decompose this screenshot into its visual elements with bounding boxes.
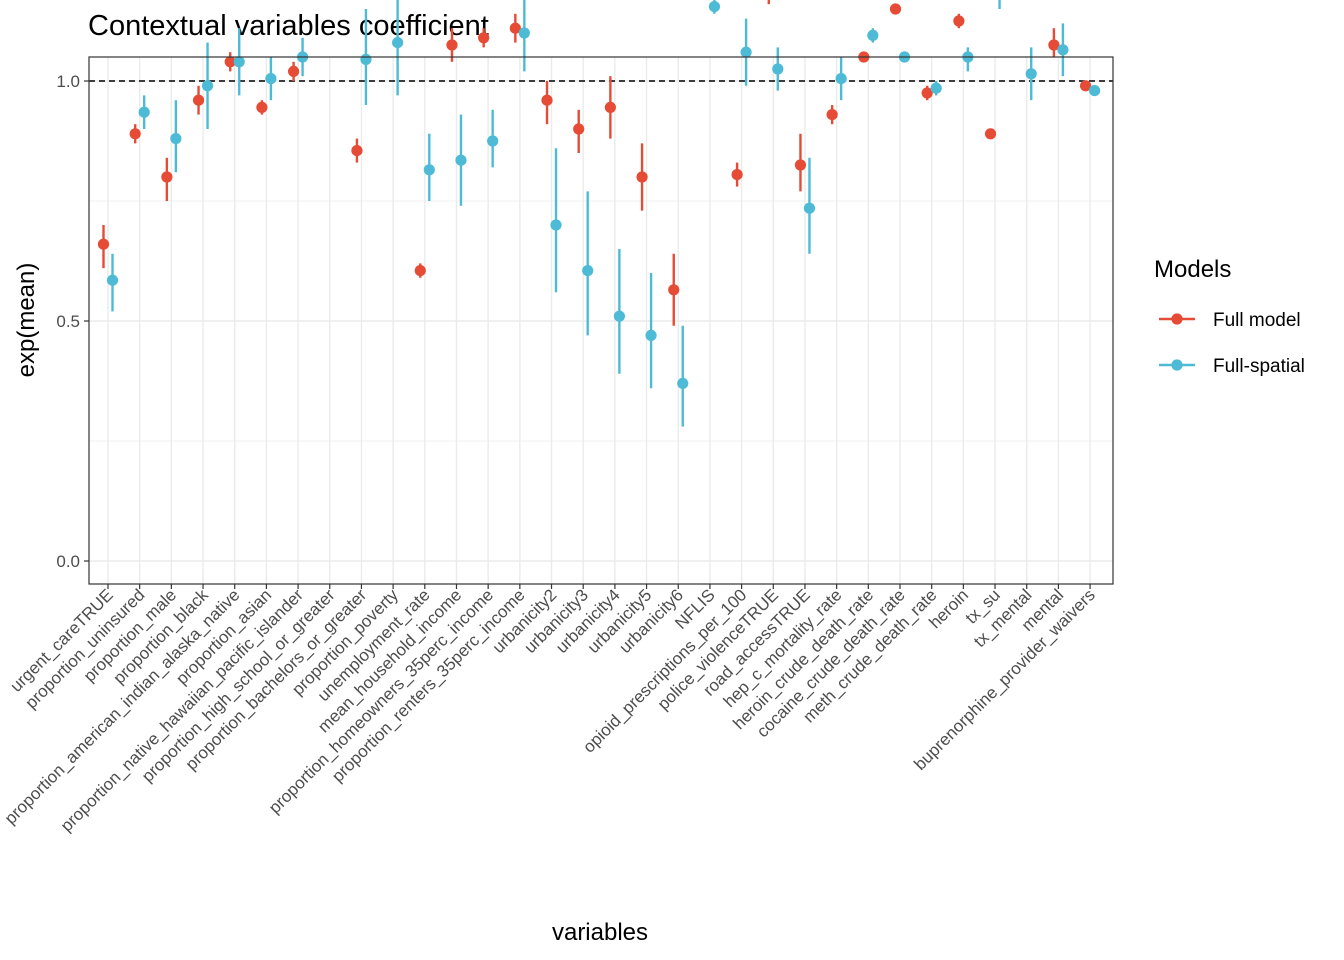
data-point	[731, 169, 743, 181]
legend: Models Full model Full-spatial	[1154, 256, 1305, 377]
data-point	[138, 106, 150, 118]
legend-item-full-model: Full model	[1159, 310, 1301, 331]
data-point	[287, 65, 300, 77]
data-point	[550, 219, 562, 231]
data-point	[106, 274, 119, 286]
data-point	[984, 128, 997, 140]
data-point	[1025, 68, 1037, 80]
y-tick-label: 0.0	[56, 552, 80, 571]
data-point	[161, 171, 173, 183]
data-point	[668, 284, 680, 296]
data-point	[446, 39, 458, 51]
data-point	[921, 87, 933, 99]
grid	[89, 57, 1113, 584]
data-point	[170, 133, 182, 145]
data-point	[740, 46, 752, 58]
data-point	[541, 94, 553, 106]
legend-key-dot	[1171, 313, 1183, 325]
data-point	[867, 29, 879, 41]
data-point	[265, 73, 277, 85]
x-axis-title: variables	[552, 919, 648, 946]
legend-item-full-spatial: Full-spatial	[1159, 356, 1305, 377]
data-point	[423, 164, 435, 176]
y-tick-label: 1.0	[56, 72, 80, 91]
data-point	[455, 154, 467, 166]
data-point	[1088, 85, 1101, 97]
data-point	[803, 202, 816, 214]
data-point	[677, 377, 689, 389]
y-tick-label: 0.5	[56, 312, 80, 331]
data-point	[708, 1, 721, 13]
series-full-model	[97, 0, 1092, 326]
legend-label: Full model	[1213, 310, 1301, 331]
data-point	[201, 80, 214, 92]
y-axis: 0.00.51.01.52.0	[56, 72, 89, 571]
data-point	[129, 128, 141, 140]
data-point	[414, 265, 426, 277]
data-point	[1079, 80, 1092, 92]
data-point	[573, 123, 585, 135]
x-axis: urgent_careTRUEproportion_uninsuredpropo…	[1, 584, 1099, 835]
data-point	[582, 265, 594, 277]
data-point	[233, 56, 245, 68]
y-axis-title: exp(mean)	[13, 263, 40, 378]
data-point	[518, 27, 530, 39]
data-point	[224, 56, 236, 68]
data-point	[97, 238, 110, 250]
data-point	[1048, 39, 1060, 51]
chart-title: Contextual variables coefficient	[88, 10, 489, 42]
data-point	[953, 15, 965, 27]
data-point	[478, 32, 490, 44]
data-point	[889, 3, 902, 15]
data-point	[351, 145, 363, 157]
data-point	[392, 37, 404, 49]
series-full-spatial	[106, 0, 1101, 427]
series	[97, 0, 1101, 427]
data-point	[645, 329, 657, 341]
data-point	[772, 63, 784, 75]
data-point	[487, 135, 499, 147]
data-point	[509, 22, 521, 34]
data-point	[794, 159, 807, 171]
legend-title: Models	[1154, 256, 1231, 283]
data-point	[360, 53, 372, 65]
data-point	[826, 109, 838, 121]
data-point	[930, 82, 942, 94]
data-point	[256, 101, 268, 113]
legend-label: Full-spatial	[1213, 356, 1305, 377]
data-point	[1057, 44, 1069, 56]
data-point	[613, 310, 625, 322]
data-point	[636, 171, 648, 183]
legend-key-dot	[1171, 359, 1183, 371]
data-point	[604, 101, 616, 113]
data-point	[835, 73, 847, 85]
data-point	[192, 94, 205, 106]
